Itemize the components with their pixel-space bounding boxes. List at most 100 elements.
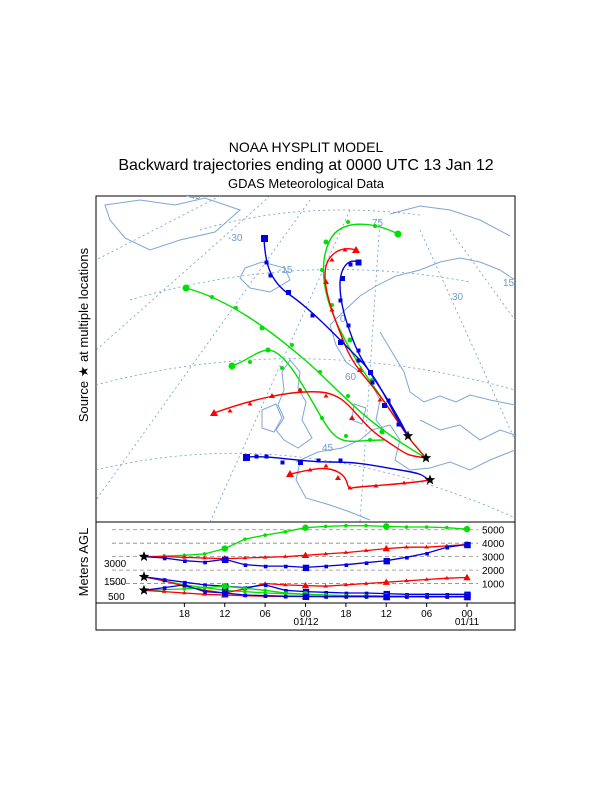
profile-point <box>425 595 429 599</box>
profile-point <box>425 551 429 556</box>
trajectory-line <box>185 287 427 459</box>
trajectory-point <box>323 279 329 284</box>
x-tick-label: 18 <box>340 609 352 620</box>
profile-point <box>182 590 187 595</box>
profile-point <box>424 577 429 581</box>
profile-point <box>445 545 450 550</box>
trajectory-line <box>213 391 427 459</box>
trajectory-point <box>261 235 268 242</box>
profile-point <box>162 578 167 582</box>
trajectory-point <box>210 295 214 299</box>
trajectory-point <box>401 480 407 485</box>
profile-point <box>405 595 409 599</box>
profile-point <box>364 591 369 596</box>
profile-point <box>382 578 390 585</box>
map-area: -45 -30 -15 0 15 30 45 60 75 <box>96 191 515 522</box>
x-tick-label: 18 <box>179 609 191 620</box>
trajectory-point <box>394 230 402 238</box>
trajectory-red-3 <box>210 387 427 459</box>
trajectory-point <box>254 454 259 459</box>
trajectory-point <box>344 434 348 438</box>
trajectory-point <box>210 409 218 416</box>
source-label-1500: 1500 <box>104 577 127 588</box>
trajectory-point <box>227 408 233 413</box>
date-label-0111: 01/11 <box>455 617 480 628</box>
profile-point <box>445 525 449 530</box>
profile-point <box>405 556 409 560</box>
profile-point <box>404 578 409 583</box>
profile-series-green-3000-m <box>143 523 471 558</box>
trajectory-point <box>340 276 345 281</box>
profile-point <box>221 583 228 590</box>
trajectory-blue-8 <box>338 259 409 437</box>
profile-point <box>243 589 247 594</box>
grid-label: 30 <box>452 292 464 303</box>
profile-point <box>344 595 349 599</box>
trajectory-point <box>377 397 383 402</box>
grid-label: 60 <box>345 372 357 383</box>
trajectory-point <box>280 460 285 465</box>
profile-point <box>323 583 328 588</box>
profile-axis: 18 12 06 00 18 12 06 00 <box>138 551 473 620</box>
profile-point <box>242 555 248 560</box>
profile-point <box>203 590 207 594</box>
profile-point <box>301 581 310 589</box>
profile-point <box>284 594 288 599</box>
profile-point <box>364 595 369 599</box>
profile-point <box>424 525 429 529</box>
profile-point <box>263 591 267 595</box>
profile-point <box>344 563 349 568</box>
chart-subtitle: Backward trajectories ending at 0000 UTC… <box>118 157 493 174</box>
trajectory-point <box>347 485 353 490</box>
trajectory-point <box>342 247 348 252</box>
trajectory-green-0 <box>182 284 427 459</box>
data-source: GDAS Meteorological Data <box>228 176 385 191</box>
trajectory-point <box>346 394 350 398</box>
profile-point <box>222 556 229 564</box>
profile-point <box>324 590 328 595</box>
grid-label: 45 <box>322 443 334 454</box>
profile-point <box>162 556 167 561</box>
trajectory-point <box>373 483 379 488</box>
trajectory-point <box>320 268 324 272</box>
map-ylabel: Source ★ at multiple locations <box>76 247 91 422</box>
profile-point <box>445 595 450 599</box>
grid-label: -45 <box>186 191 201 202</box>
profile-point <box>183 559 187 563</box>
profile-series-blue-500-m <box>143 583 471 601</box>
trajectory-point <box>346 323 351 328</box>
trajectory-point <box>320 416 324 420</box>
profile-point <box>383 593 390 601</box>
profile-point <box>263 533 267 537</box>
trajectory-point <box>338 298 343 303</box>
x-tick-label: 12 <box>381 609 393 620</box>
trajectory-point <box>335 475 341 480</box>
profile-point <box>263 594 268 598</box>
profile-point <box>222 590 229 597</box>
profile-point <box>363 548 369 552</box>
profile-point <box>383 523 390 530</box>
x-tick-label: 00 <box>461 609 473 620</box>
trajectory-point <box>247 401 253 406</box>
trajectory-point <box>329 257 335 262</box>
trajectory-point <box>368 370 373 375</box>
trajectory-point <box>379 429 385 435</box>
trajectory-point <box>338 340 343 345</box>
plot-frame <box>95 195 516 631</box>
profile-point <box>343 550 349 554</box>
x-tick-label: 06 <box>421 609 433 620</box>
trajectory-line <box>289 467 431 489</box>
trajectory-point <box>182 284 190 292</box>
profile-point <box>221 545 228 552</box>
profile-point <box>364 523 368 528</box>
profile-point <box>283 529 288 534</box>
profile-point <box>323 551 328 556</box>
trajectory-point <box>234 306 238 310</box>
grid-label: -15 <box>278 265 293 276</box>
trajectory-point <box>357 367 363 372</box>
source-star <box>138 551 150 562</box>
source-star <box>420 452 432 463</box>
source-label-3000: 3000 <box>104 559 127 570</box>
trajectory-point <box>348 262 353 267</box>
y-tick-label: 1000 <box>482 580 505 591</box>
